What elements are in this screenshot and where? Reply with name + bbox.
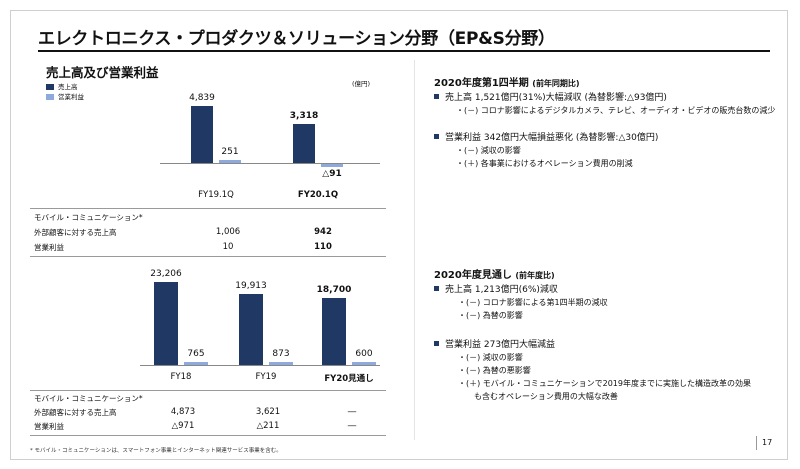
table2-row-op-v2: △211 (256, 421, 280, 431)
chart2-data-label: 873 (272, 348, 290, 359)
fy-sales-sub2: ・(－) 為替の影響 (458, 311, 523, 320)
fy-op-bullet: 営業利益 273億円大幅減益 (434, 337, 555, 350)
panel-divider (414, 60, 415, 440)
bullet-square-icon (434, 134, 439, 139)
table1-row-op-v1: 10 (222, 242, 234, 252)
table2-row-sales-v2: 3,621 (255, 407, 281, 417)
table1-row-sales-v2: 942 (314, 227, 332, 237)
fy-op-sub3-cont: も含むオペレーション費用の大幅な改善 (474, 392, 618, 401)
q1-op-bullet: 営業利益 342億円大幅損益悪化 (為替影響:△30億円) (434, 130, 658, 143)
chart1-bar-sales (191, 106, 213, 163)
q1-op-text: 営業利益 342億円大幅損益悪化 (為替影響:△30億円) (445, 133, 659, 143)
legend-label-op-income: 営業利益 (58, 93, 84, 101)
chart-section-title: 売上高及び営業利益 (46, 65, 159, 80)
chart1-category-label: FY20.1Q (297, 190, 339, 200)
chart2-category-label: FY20見通し (324, 374, 374, 384)
table1-row-op-label: 営業利益 (34, 243, 64, 252)
table2-top-rule (30, 390, 386, 391)
table1-header: モバイル・コミュニケーション* (34, 213, 143, 222)
bullet-square-icon (434, 94, 439, 99)
chart2-data-label: 600 (355, 349, 373, 359)
chart1-data-label: 4,839 (189, 93, 215, 103)
chart2-baseline (140, 365, 380, 366)
legend-label-sales: 売上高 (58, 83, 78, 91)
table1-row-op-v2: 110 (314, 242, 332, 252)
chart1-baseline (160, 163, 380, 164)
fy-heading: 2020年度見通し (前年度比) (434, 266, 555, 281)
chart1-data-label: △91 (322, 169, 342, 179)
chart2-bar-sales (239, 293, 263, 365)
page-title: エレクトロニクス・プロダクツ＆ソリューション分野（EP&S分野） (38, 29, 555, 49)
q1-op-sub1: ・(－) 減収の影響 (456, 146, 521, 155)
fy-sales-bullet: 売上高 1,213億円(6%)減収 (434, 282, 558, 295)
fy-heading-sub: (前年度比) (515, 271, 555, 280)
chart1-bar-op-income (219, 160, 241, 163)
chart2-bar-op-income (184, 362, 208, 365)
fy-sales-sub1: ・(－) コロナ影響による第1四半期の減収 (458, 298, 608, 307)
legend-item-sales: 売上高 (46, 82, 84, 92)
chart1-bar-sales (293, 123, 315, 163)
footnote: * モバイル・コミュニケーションは、スマートフォン事業とインターネット関連サービ… (30, 448, 282, 454)
chart1-bar-op-income (321, 164, 343, 167)
table1-row-sales-label: 外部顧客に対する売上高 (34, 228, 117, 237)
page-number-divider (756, 436, 757, 450)
chart2-category-label: FY19 (255, 372, 277, 382)
fy-op-sub2: ・(－) 為替の悪影響 (458, 366, 531, 375)
q1-heading-sub: (前年同期比) (532, 79, 580, 88)
q1-heading-text: 2020年度第1四半期 (434, 78, 529, 89)
q1-sales-sub1: ・(－) コロナ影響によるデジタルカメラ、テレビ、オーディオ・ビデオの販売台数の… (456, 106, 776, 115)
table1-row-sales-v1: 1,006 (215, 227, 241, 237)
table1-top-rule (30, 208, 386, 209)
bullet-square-icon (434, 286, 439, 291)
fy-sales-text: 売上高 1,213億円(6%)減収 (445, 285, 558, 295)
table2-row-op-label: 営業利益 (34, 422, 64, 431)
legend-item-op-income: 営業利益 (46, 92, 84, 102)
fy-op-sub1: ・(－) 減収の影響 (458, 353, 523, 362)
q1-op-sub2: ・(＋) 各事業におけるオペレーション費用の削減 (456, 159, 633, 168)
bullet-square-icon (434, 341, 439, 346)
q1-sales-text: 売上高 1,521億円(31%)大幅減収 (為替影響:△93億円) (445, 93, 667, 103)
chart-legend: 売上高 営業利益 (46, 82, 84, 102)
chart1-category-label: FY19.1Q (198, 190, 234, 200)
unit-label: (億円) (352, 80, 371, 88)
chart2-bar-sales (154, 282, 178, 365)
legend-swatch-op-income (46, 94, 54, 100)
table2-row-sales-label: 外部顧客に対する売上高 (34, 408, 117, 417)
fy-op-sub3: ・(＋) モバイル・コミュニケーションで2019年度までに実施した構造改革の効果 (458, 379, 751, 388)
chart2-data-label: 765 (187, 349, 205, 359)
table2-row-sales-v1: 4,873 (170, 407, 196, 417)
chart2-data-label: 23,206 (150, 269, 182, 279)
chart2-bar-sales (322, 298, 346, 365)
q1-sales-bullet: 売上高 1,521億円(31%)大幅減収 (為替影響:△93億円) (434, 90, 667, 103)
chart2-bar-op-income (352, 362, 376, 365)
table2-header: モバイル・コミュニケーション* (34, 394, 143, 403)
chart2-category-label: FY18 (170, 372, 192, 382)
chart2-data-label: 19,913 (235, 280, 267, 291)
table2-row-sales-v3: ― (347, 407, 357, 417)
chart2-data-label: 18,700 (316, 285, 352, 296)
table2-bottom-rule (30, 435, 386, 436)
chart1-data-label: 251 (221, 147, 239, 157)
q1-heading: 2020年度第1四半期 (前年同期比) (434, 74, 580, 89)
table1-bottom-rule (30, 256, 386, 257)
table2-row-op-v3: ― (347, 421, 357, 431)
slide-border (10, 10, 788, 460)
fy-heading-text: 2020年度見通し (434, 270, 512, 281)
chart2-bar-op-income (269, 361, 293, 365)
table2-row-op-v1: △971 (171, 421, 195, 431)
page-number: 17 (762, 438, 773, 447)
legend-swatch-sales (46, 84, 54, 90)
fy-op-text: 営業利益 273億円大幅減益 (445, 340, 556, 350)
chart1-data-label: 3,318 (289, 110, 319, 121)
title-underline (38, 50, 770, 52)
